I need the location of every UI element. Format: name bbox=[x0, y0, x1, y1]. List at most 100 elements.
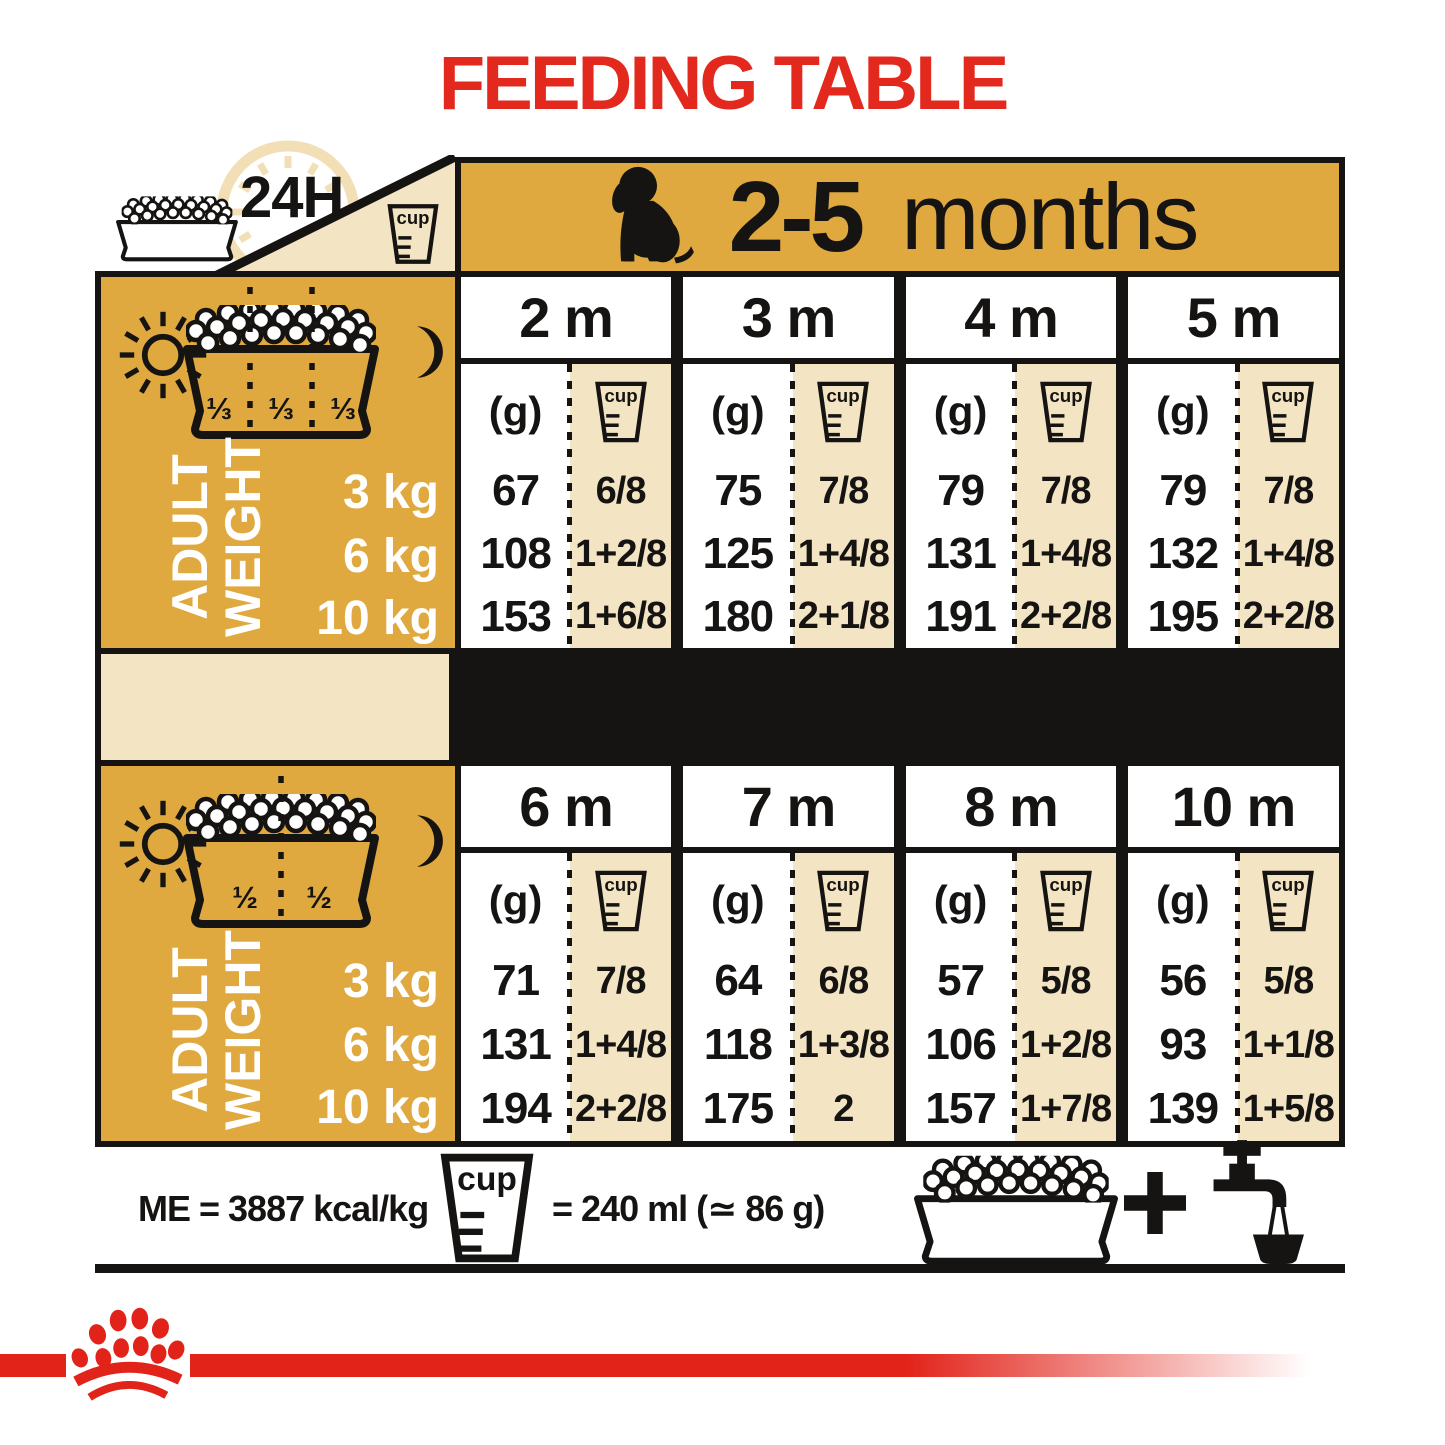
grams-value: 79 bbox=[937, 466, 985, 516]
grams-value: 79 bbox=[1159, 466, 1207, 516]
data-cell-7m: (g) 64 118 175 cup 6/8 1+3/8 2 bbox=[683, 853, 894, 1141]
data-cell-3m: (g) 75 125 180 cup 7/8 1+4/8 2+1/8 bbox=[683, 364, 894, 648]
food-bowl-icon bbox=[900, 1146, 1132, 1268]
grams-value: 191 bbox=[925, 591, 996, 641]
adult-weight-panel-1: ⅓ ⅓ ⅓ ADULT WEIGHT 3 kg 6 kg 10 kg bbox=[101, 277, 455, 648]
cup-value: 2+2/8 bbox=[1020, 595, 1112, 638]
age-range-label: 2-5 bbox=[728, 161, 866, 273]
cup-value: 2+2/8 bbox=[575, 1087, 667, 1130]
measuring-cup-icon: cup bbox=[1038, 869, 1094, 933]
cup-value: 7/8 bbox=[595, 959, 647, 1002]
cup-value: 2+2/8 bbox=[1242, 595, 1335, 638]
puppy-silhouette-icon bbox=[611, 166, 694, 264]
svg-text:cup: cup bbox=[1272, 874, 1305, 895]
grams-unit-label: (g) bbox=[933, 388, 988, 435]
cup-value: 5/8 bbox=[1040, 959, 1092, 1002]
data-cell-5m: (g) 79 132 195 cup 7/8 1+4/8 2+2/8 bbox=[1128, 364, 1339, 648]
month-header: 6 m bbox=[461, 766, 671, 847]
grams-value: 57 bbox=[937, 956, 985, 1005]
dotted-divider bbox=[1234, 853, 1240, 1141]
grams-unit-label: (g) bbox=[711, 877, 765, 924]
month-header: 8 m bbox=[906, 766, 1116, 847]
spacer-cell bbox=[101, 654, 449, 760]
ration-bowl-halves-icon: ½ ½ bbox=[183, 776, 379, 928]
svg-text:cup: cup bbox=[604, 385, 637, 406]
grams-value: 131 bbox=[480, 1020, 551, 1069]
ration-bowl-thirds-icon: ⅓ ⅓ ⅓ bbox=[183, 287, 379, 439]
svg-text:⅓: ⅓ bbox=[206, 391, 232, 426]
dotted-divider bbox=[567, 364, 573, 648]
measuring-cup-icon: cup bbox=[438, 1150, 536, 1266]
grams-value: 71 bbox=[492, 956, 540, 1005]
moon-icon bbox=[417, 815, 443, 867]
cup-value: 1+2/8 bbox=[575, 532, 667, 575]
grams-value: 75 bbox=[714, 466, 762, 516]
dotted-divider bbox=[789, 853, 795, 1141]
cup-value: 7/8 bbox=[1040, 469, 1092, 512]
svg-text:⅓: ⅓ bbox=[268, 391, 294, 426]
grams-value: 106 bbox=[925, 1020, 996, 1069]
measuring-cup-icon: cup bbox=[1038, 380, 1094, 444]
cup-value: 7/8 bbox=[1263, 469, 1314, 512]
measuring-cup-icon: cup bbox=[1260, 380, 1316, 444]
page-title: FEEDING TABLE bbox=[438, 41, 1010, 126]
cup-value: 1+4/8 bbox=[797, 532, 890, 575]
cup-value: 1+6/8 bbox=[575, 595, 667, 638]
weight-row-label: 6 kg bbox=[342, 529, 439, 583]
adult-weight-panel-2: ½ ½ ADULT WEIGHT 3 kg 6 kg 10 kg bbox=[101, 766, 455, 1141]
cup-equivalence-label: = 240 ml (≃ 86 g) bbox=[552, 1188, 825, 1229]
measuring-cup-icon: cup bbox=[815, 380, 871, 444]
grams-value: 175 bbox=[702, 1084, 774, 1133]
cup-value: 1+4/8 bbox=[1020, 532, 1112, 575]
data-cell-4m: (g) 79 131 191 cup 7/8 1+4/8 2+2/8 bbox=[906, 364, 1116, 648]
grams-unit-label: (g) bbox=[1156, 388, 1210, 435]
svg-text:cup: cup bbox=[1272, 385, 1305, 406]
plus-icon bbox=[1124, 1172, 1186, 1234]
dotted-divider bbox=[567, 853, 573, 1141]
month-header: 4 m bbox=[906, 277, 1116, 358]
measuring-cup-icon: cup bbox=[593, 869, 649, 933]
weight-row-label: 10 kg bbox=[316, 1080, 439, 1134]
moon-icon bbox=[417, 326, 443, 378]
month-header: 7 m bbox=[683, 766, 894, 847]
cup-value: 1+7/8 bbox=[1020, 1087, 1112, 1130]
grams-value: 125 bbox=[702, 529, 774, 578]
month-header: 3 m bbox=[683, 277, 894, 358]
cup-value: 7/8 bbox=[818, 469, 869, 512]
cup-value: 5/8 bbox=[1263, 959, 1314, 1002]
grams-value: 131 bbox=[925, 529, 996, 578]
metabolizable-energy-label: ME = 3887 kcal/kg bbox=[138, 1188, 429, 1229]
cup-value: 1+5/8 bbox=[1242, 1087, 1335, 1130]
sun-icon bbox=[119, 311, 207, 399]
dotted-divider bbox=[1012, 364, 1018, 648]
svg-text:cup: cup bbox=[827, 874, 860, 895]
grams-value: 194 bbox=[480, 1084, 551, 1133]
brand-stripe-right bbox=[190, 1354, 1345, 1377]
measuring-cup-icon: cup bbox=[386, 202, 440, 266]
cup-value: 1+2/8 bbox=[1020, 1023, 1112, 1066]
measuring-cup-icon: cup bbox=[1260, 869, 1316, 933]
adult-weight-label: ADULT WEIGHT bbox=[162, 437, 271, 637]
water-tap-icon bbox=[1213, 1140, 1304, 1268]
weight-row-label: 10 kg bbox=[316, 591, 439, 645]
grams-value: 132 bbox=[1147, 529, 1219, 578]
grams-value: 153 bbox=[480, 591, 551, 641]
weight-row-label: 3 kg bbox=[342, 465, 439, 519]
dotted-divider bbox=[1012, 853, 1018, 1141]
cup-value: 1+1/8 bbox=[1242, 1023, 1335, 1066]
month-header: 5 m bbox=[1128, 277, 1339, 358]
data-cell-2m: (g) 67 108 153 cup 6/8 1+2/8 1+6/8 bbox=[461, 364, 671, 648]
data-cell-6m: (g) 71 131 194 cup 7/8 1+4/8 2+2/8 bbox=[461, 853, 671, 1141]
svg-text:cup: cup bbox=[1049, 874, 1082, 895]
grams-value: 180 bbox=[702, 591, 774, 641]
dotted-divider bbox=[1234, 364, 1240, 648]
grams-value: 157 bbox=[925, 1084, 996, 1133]
data-cell-8m: (g) 57 106 157 cup 5/8 1+2/8 1+7/8 bbox=[906, 853, 1116, 1141]
cup-value: 2+1/8 bbox=[797, 595, 890, 638]
svg-text:½: ½ bbox=[232, 880, 258, 915]
grams-unit-label: (g) bbox=[1156, 877, 1210, 924]
grams-unit-label: (g) bbox=[711, 388, 765, 435]
grams-unit-label: (g) bbox=[933, 877, 988, 924]
grams-unit-label: (g) bbox=[488, 877, 543, 924]
